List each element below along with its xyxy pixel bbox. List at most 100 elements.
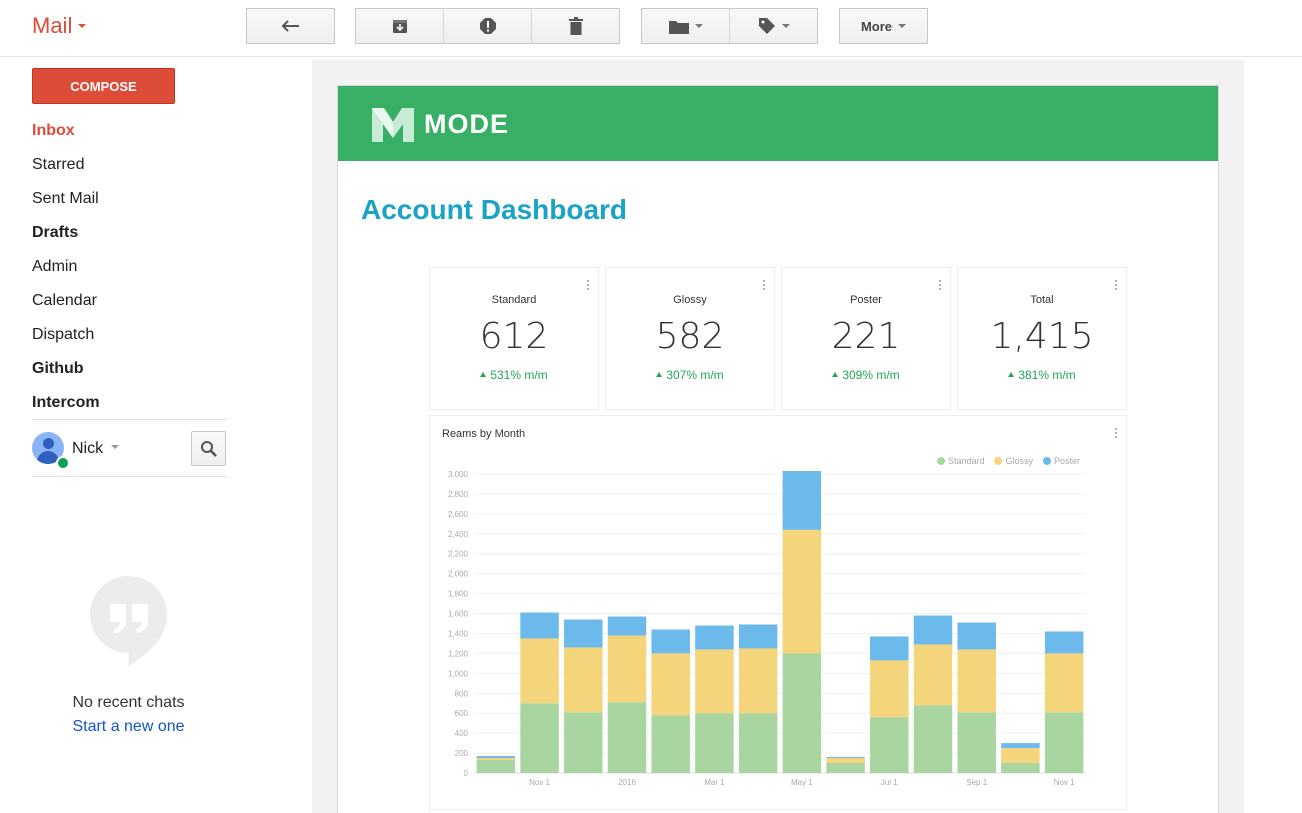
up-arrow-icon bbox=[1008, 371, 1015, 377]
y-tick-label: 0 bbox=[464, 769, 469, 778]
labels-button[interactable] bbox=[729, 8, 818, 44]
sidebar-item-admin[interactable]: Admin bbox=[32, 258, 78, 275]
kpi-label: Total bbox=[1030, 294, 1054, 306]
bar-glossy bbox=[957, 649, 996, 713]
kpi-change: 531% m/m bbox=[430, 368, 598, 382]
action-group bbox=[355, 8, 620, 44]
bar-glossy bbox=[607, 635, 647, 703]
x-tick-label: Mar 1 bbox=[704, 778, 725, 787]
kpi-label: Poster bbox=[850, 294, 882, 306]
trash-icon bbox=[568, 17, 583, 35]
bar-glossy bbox=[651, 653, 690, 716]
sidebar-item-dispatch[interactable]: Dispatch bbox=[32, 326, 95, 343]
bar-standard bbox=[607, 702, 647, 773]
x-tick-label: Sep 1 bbox=[966, 778, 987, 787]
x-tick-label: Nov 1 bbox=[1054, 778, 1075, 787]
more-label: More bbox=[860, 18, 893, 34]
kpi-change: 309% m/m bbox=[782, 368, 950, 382]
chevron-down-icon bbox=[111, 445, 120, 450]
legend-item-standard[interactable]: Standard bbox=[936, 456, 984, 466]
bar-poster bbox=[957, 622, 996, 650]
more-options-icon[interactable] bbox=[586, 280, 590, 292]
up-arrow-icon bbox=[480, 371, 487, 377]
stacked-bar-chart: 0 200 400 600 800 1,000 1,200 1,400 1,600 1,800 2,… bbox=[448, 470, 1086, 787]
kpi-card-total: Total 1,415 381% m/m bbox=[957, 267, 1127, 410]
bar-glossy bbox=[476, 758, 516, 761]
email-body: MODE Account Dashboard Standard 612 531%… bbox=[337, 85, 1219, 813]
delete-button[interactable] bbox=[531, 8, 620, 44]
y-tick-label: 2,000 bbox=[448, 570, 469, 579]
mode-m-icon bbox=[372, 108, 414, 142]
no-chats-text: No recent chats bbox=[72, 694, 185, 711]
more-button[interactable]: More bbox=[839, 8, 928, 44]
top-toolbar: Mail bbox=[0, 0, 1302, 57]
reams-by-month-card: Reams by Month Standard Glossy Poster 0 2… bbox=[429, 415, 1127, 810]
sidebar-item-github[interactable]: Github bbox=[32, 360, 84, 377]
y-tick-label: 800 bbox=[455, 689, 469, 698]
compose-label: COMPOSE bbox=[70, 78, 137, 94]
report-spam-button[interactable] bbox=[443, 8, 532, 44]
legend-item-poster[interactable]: Poster bbox=[1042, 456, 1080, 466]
bar-standard bbox=[1044, 712, 1084, 773]
bar-standard bbox=[738, 713, 778, 773]
y-tick-label: 1,600 bbox=[448, 610, 469, 619]
y-tick-label: 1,400 bbox=[448, 629, 469, 638]
archive-button[interactable] bbox=[355, 8, 444, 44]
kpi-value: 612 bbox=[479, 316, 549, 357]
bar-standard bbox=[695, 713, 734, 773]
bar-standard bbox=[476, 760, 516, 773]
bar-standard bbox=[520, 703, 559, 773]
more-options-icon[interactable] bbox=[938, 280, 942, 292]
sidebar-item-starred[interactable]: Starred bbox=[32, 156, 85, 173]
mode-logo[interactable]: MODE bbox=[370, 104, 509, 144]
chevron-down-icon bbox=[694, 24, 703, 28]
compose-button[interactable]: COMPOSE bbox=[32, 68, 175, 104]
y-tick-label: 2,200 bbox=[448, 550, 469, 559]
mail-switcher[interactable]: Mail bbox=[32, 13, 87, 39]
move-to-button[interactable] bbox=[641, 8, 730, 44]
bar-poster bbox=[870, 636, 909, 661]
bar-glossy bbox=[1044, 653, 1084, 713]
y-tick-label: 1,200 bbox=[448, 649, 469, 658]
dashboard-title: Account Dashboard bbox=[361, 194, 628, 225]
bar-poster bbox=[738, 624, 778, 649]
bar-poster bbox=[1044, 631, 1084, 654]
kpi-card-glossy: Glossy 582 307% m/m bbox=[605, 267, 775, 410]
y-tick-label: 400 bbox=[455, 729, 469, 738]
back-arrow-icon bbox=[281, 20, 299, 32]
bar-poster bbox=[564, 619, 603, 648]
search-people-button[interactable] bbox=[191, 431, 226, 466]
x-tick-label: 2016 bbox=[618, 778, 636, 787]
chart-legend: Standard Glossy Poster bbox=[927, 456, 1080, 466]
legend-swatch bbox=[936, 457, 945, 465]
y-tick-label: 2,800 bbox=[448, 490, 469, 499]
bar-standard bbox=[1001, 763, 1040, 773]
bar-standard bbox=[826, 763, 865, 773]
legend-item-glossy[interactable]: Glossy bbox=[994, 456, 1033, 466]
start-chat-link[interactable]: Start a new one bbox=[72, 718, 185, 735]
bar-poster bbox=[782, 471, 822, 530]
bar-glossy bbox=[1001, 748, 1040, 764]
bar-poster bbox=[913, 615, 953, 645]
back-button[interactable] bbox=[246, 8, 335, 44]
kpi-value: 582 bbox=[655, 316, 725, 357]
sidebar-item-intercom[interactable]: Intercom bbox=[32, 394, 100, 411]
bar-standard bbox=[957, 712, 996, 773]
brand-wordmark: MODE bbox=[424, 108, 509, 139]
more-options-icon[interactable] bbox=[1114, 280, 1118, 292]
more-options-icon[interactable] bbox=[762, 280, 766, 292]
kpi-change: 381% m/m bbox=[958, 368, 1126, 382]
reply-group bbox=[246, 8, 335, 44]
user-menu[interactable]: Nick bbox=[72, 440, 120, 458]
kpi-label: Glossy bbox=[673, 294, 707, 306]
more-options-icon[interactable] bbox=[1114, 428, 1118, 440]
sidebar-item-inbox[interactable]: Inbox bbox=[32, 122, 75, 139]
kpi-card-poster: Poster 221 309% m/m bbox=[781, 267, 951, 410]
kpi-label: Standard bbox=[491, 294, 537, 306]
sidebar-item-drafts[interactable]: Drafts bbox=[32, 224, 79, 241]
online-status-icon bbox=[56, 456, 70, 470]
y-tick-label: 200 bbox=[455, 749, 469, 758]
sidebar-item-sent-mail[interactable]: Sent Mail bbox=[32, 190, 99, 207]
sidebar-item-calendar[interactable]: Calendar bbox=[32, 292, 97, 309]
bar-standard bbox=[651, 715, 690, 773]
